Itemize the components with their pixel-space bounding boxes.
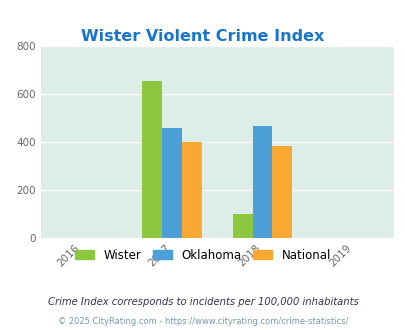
Bar xyxy=(181,142,201,238)
Text: Wister Violent Crime Index: Wister Violent Crime Index xyxy=(81,29,324,44)
Bar xyxy=(232,214,252,238)
Bar xyxy=(162,128,181,238)
Legend: Wister, Oklahoma, National: Wister, Oklahoma, National xyxy=(70,244,335,266)
Text: Crime Index corresponds to incidents per 100,000 inhabitants: Crime Index corresponds to incidents per… xyxy=(47,297,358,307)
Bar xyxy=(252,126,272,238)
Bar xyxy=(272,146,292,238)
Text: © 2025 CityRating.com - https://www.cityrating.com/crime-statistics/: © 2025 CityRating.com - https://www.city… xyxy=(58,317,347,326)
Bar xyxy=(142,81,162,238)
